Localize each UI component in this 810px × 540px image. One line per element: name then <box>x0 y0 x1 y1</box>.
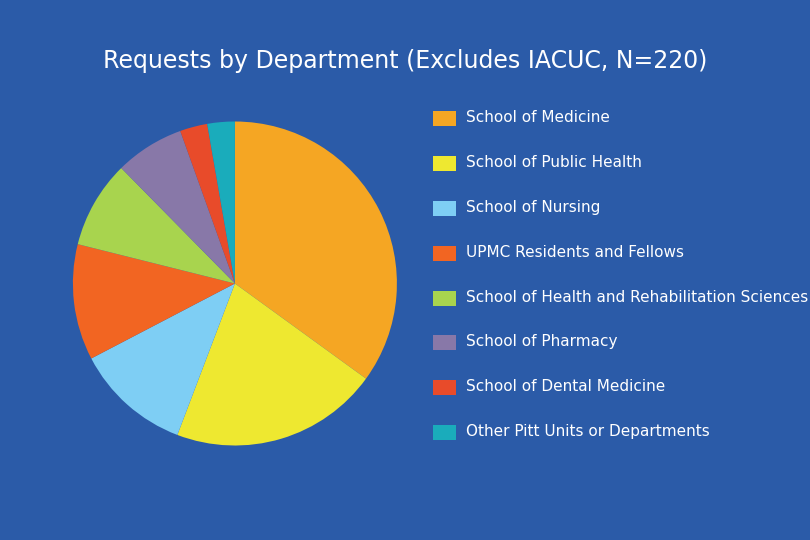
Wedge shape <box>92 284 235 435</box>
Text: School of Medicine: School of Medicine <box>466 110 610 125</box>
Wedge shape <box>235 122 397 379</box>
Wedge shape <box>207 122 235 284</box>
Wedge shape <box>78 168 235 284</box>
Wedge shape <box>177 284 366 446</box>
Text: Other Pitt Units or Departments: Other Pitt Units or Departments <box>466 424 710 439</box>
Text: School of Dental Medicine: School of Dental Medicine <box>466 379 665 394</box>
Text: School of Health and Rehabilitation Sciences: School of Health and Rehabilitation Scie… <box>466 289 808 305</box>
Wedge shape <box>73 244 235 359</box>
Wedge shape <box>181 124 235 284</box>
Text: UPMC Residents and Fellows: UPMC Residents and Fellows <box>466 245 684 260</box>
Text: School of Public Health: School of Public Health <box>466 155 642 170</box>
Text: Requests by Department (Excludes IACUC, N=220): Requests by Department (Excludes IACUC, … <box>103 49 707 72</box>
Wedge shape <box>122 131 235 284</box>
Text: School of Pharmacy: School of Pharmacy <box>466 334 617 349</box>
Text: School of Nursing: School of Nursing <box>466 200 600 215</box>
